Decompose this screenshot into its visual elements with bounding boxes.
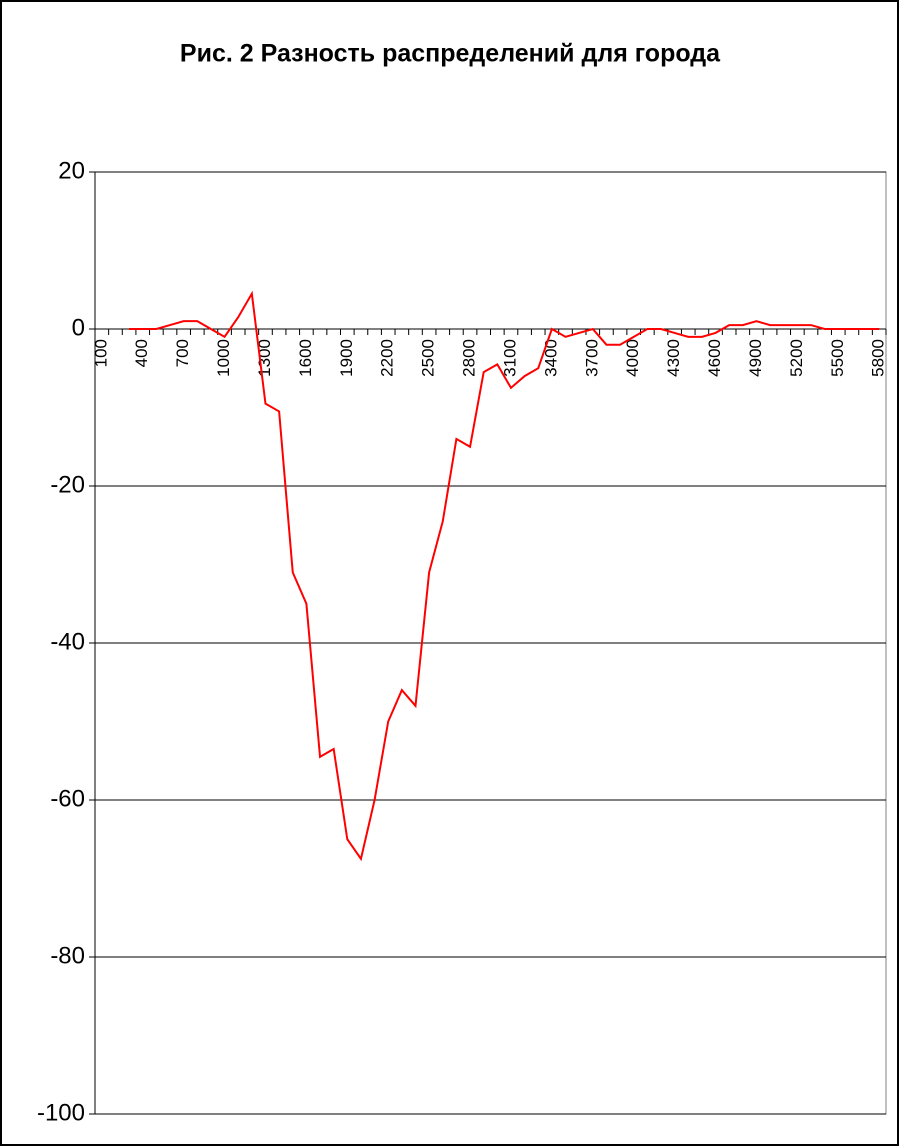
x-tick-label: 400 (132, 339, 151, 367)
chart-title: Рис. 2 Разность распределений для города (180, 40, 721, 68)
x-tick-label: 3400 (541, 339, 560, 377)
x-tick-label: 100 (91, 339, 110, 367)
y-tick-label: 20 (58, 157, 85, 184)
x-tick-label: 1300 (255, 339, 274, 377)
x-tick-label: 5200 (787, 339, 806, 377)
data-line (129, 290, 880, 862)
x-tick-label: 4600 (705, 339, 724, 377)
y-tick-label: -40 (50, 628, 85, 655)
y-tick-label: -20 (50, 471, 85, 498)
x-tick-label: 1600 (296, 339, 315, 377)
x-tick-label: 3700 (582, 339, 601, 377)
y-tick-label: -100 (37, 1099, 85, 1126)
x-tick-label: 4900 (746, 339, 765, 377)
x-tick-label: 2500 (419, 339, 438, 377)
x-tick-label: 4000 (623, 339, 642, 377)
y-tick-label: 0 (72, 314, 85, 341)
x-tick-label: 1000 (214, 339, 233, 377)
x-tick-label: 3100 (500, 339, 519, 377)
x-tick-label: 2200 (378, 339, 397, 377)
y-tick-label: -60 (50, 785, 85, 812)
x-tick-label: 5500 (828, 339, 847, 377)
x-tick-label: 700 (173, 339, 192, 367)
x-tick-label: 1900 (337, 339, 356, 377)
x-tick-label: 5800 (869, 339, 888, 377)
x-tick-label: 4300 (664, 339, 683, 377)
y-tick-label: -80 (50, 942, 85, 969)
x-tick-label: 2800 (460, 339, 479, 377)
